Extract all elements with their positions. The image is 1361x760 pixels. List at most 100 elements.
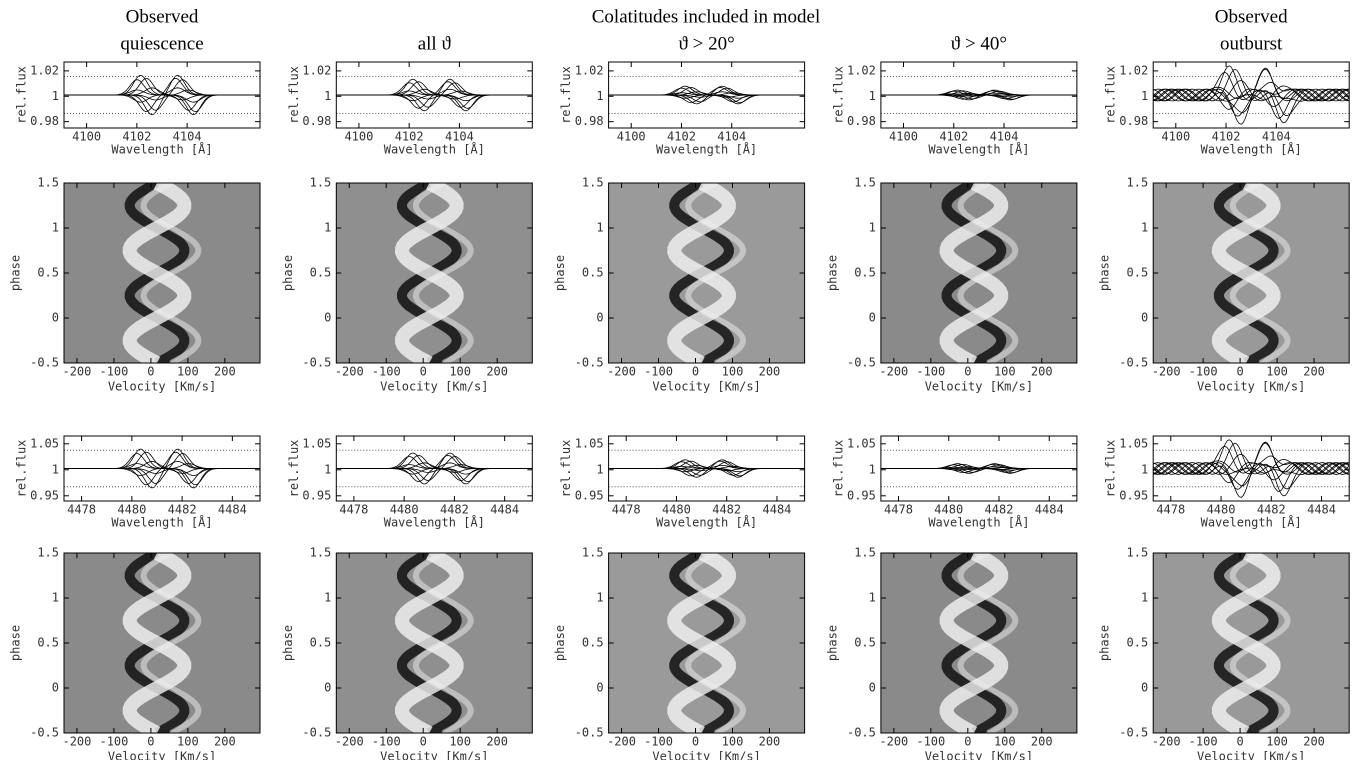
x-tick-label: 200: [759, 735, 781, 749]
y-tick-label: 0: [596, 311, 603, 325]
y-tick-label: 1.5: [1127, 176, 1149, 190]
y-tick-label: 0.95: [30, 488, 59, 502]
x-axis-label: Velocity [Km/s]: [380, 750, 488, 760]
x-tick-label: 100: [994, 735, 1016, 749]
x-tick-label: 4104: [717, 130, 746, 144]
y-axis-label: phase: [281, 625, 295, 661]
y-axis-label: rel.flux: [1104, 66, 1118, 124]
frame: [1152, 435, 1350, 502]
y-tick-label: 0: [869, 311, 876, 325]
x-tick-label: 4478: [612, 503, 641, 517]
panel: -200 -100 0 100 200 -0.5 0 0.5 1 1.5 Velocity [Km/…: [9, 176, 261, 394]
y-tick-label: 0.5: [310, 266, 332, 280]
y-tick-label: 0: [324, 681, 331, 695]
x-tick-label: 0: [692, 735, 699, 749]
x-tick-label: 100: [994, 365, 1016, 379]
panel: 4100 4102 4104 0.98 1 1.02 Wavelength [Å] rel.f…: [831, 61, 1078, 157]
y-tick-label: 1: [596, 462, 603, 476]
y-tick-label: 1.5: [582, 546, 604, 560]
y-tick-label: 1.05: [575, 436, 604, 450]
y-axis-label: rel.flux: [287, 66, 301, 124]
frame: [608, 61, 806, 129]
panel: 4478 4480 4482 4484 0.95 1 1.05 Wavelength [Å] r…: [287, 435, 533, 530]
plot-area: [608, 449, 805, 488]
x-tick-label: -200: [62, 365, 91, 379]
bright-track: [395, 183, 464, 363]
x-tick-label: 4482: [168, 503, 197, 517]
x-axis-label: Wavelength [Å]: [384, 142, 485, 157]
y-tick-label: 1: [1141, 89, 1148, 103]
y-axis-label: phase: [9, 255, 23, 291]
y-tick-label: 0: [596, 681, 603, 695]
bright-track: [685, 183, 746, 363]
x-tick-label: -200: [335, 365, 364, 379]
y-axis-label: rel.flux: [831, 66, 845, 124]
x-axis-label: Velocity [Km/s]: [108, 380, 216, 394]
bright-track: [957, 183, 1019, 363]
y-tick-label: 1.5: [854, 176, 876, 190]
x-tick-label: 4484: [490, 503, 519, 517]
y-tick-label: 1.5: [37, 176, 59, 190]
y-tick-label: 1: [1141, 221, 1148, 235]
plot-area: [880, 76, 1077, 114]
y-tick-label: -0.5: [30, 726, 59, 740]
x-tick-label: -100: [916, 735, 945, 749]
y-tick-label: -0.5: [575, 356, 604, 370]
profile-sketch: [880, 92, 1077, 98]
profile-sketch: [64, 460, 260, 477]
x-tick-label: 0: [147, 365, 154, 379]
y-tick-label: 1.02: [847, 63, 876, 77]
x-tick-label: 0: [420, 365, 427, 379]
bright-track: [413, 553, 474, 733]
y-tick-label: -0.5: [847, 726, 876, 740]
x-tick-label: 100: [177, 735, 199, 749]
frame: [335, 61, 533, 129]
x-tick-label: 4480: [1207, 503, 1236, 517]
frame: [880, 61, 1078, 129]
bright-track: [939, 553, 1009, 733]
panel: -200 -100 0 100 200 -0.5 0 0.5 1 1.5 Velocity [Km/…: [281, 176, 533, 394]
y-tick-label: 1.02: [30, 63, 59, 77]
y-tick-label: 1.05: [1119, 436, 1148, 450]
y-tick-label: 0.5: [582, 266, 604, 280]
y-tick-label: 0.5: [310, 636, 332, 650]
column-title: ϑ > 40°: [951, 33, 1007, 54]
y-axis-label: phase: [9, 625, 23, 661]
x-tick-label: 100: [177, 365, 199, 379]
y-tick-label: 0: [52, 311, 59, 325]
bright-track: [140, 553, 202, 733]
x-tick-label: 200: [214, 735, 236, 749]
x-axis-label: Wavelength [Å]: [928, 515, 1029, 530]
panel: 4100 4102 4104 0.98 1 1.02 Wavelength [Å] rel.f…: [559, 61, 806, 157]
y-tick-label: 0.98: [847, 114, 876, 128]
panel: -200 -100 0 100 200 -0.5 0 0.5 1 1.5 Velocity [Km/…: [281, 546, 533, 760]
x-tick-label: -100: [99, 365, 128, 379]
x-tick-label: -200: [607, 735, 636, 749]
bright-track: [667, 183, 736, 363]
panel: -200 -100 0 100 200 -0.5 0 0.5 1 1.5 Velocity [Km/…: [825, 176, 1078, 394]
x-tick-label: 0: [964, 735, 971, 749]
column-title: ϑ > 20°: [678, 33, 734, 54]
y-axis-label: rel.flux: [831, 440, 845, 498]
y-tick-label: 1.05: [30, 436, 59, 450]
y-tick-label: 0.5: [37, 636, 59, 650]
x-tick-label: 100: [449, 365, 471, 379]
x-tick-label: 4478: [339, 503, 368, 517]
y-tick-label: 1: [1141, 462, 1148, 476]
y-axis-label: phase: [281, 255, 295, 291]
plot-area: [608, 553, 805, 733]
x-tick-label: 200: [1031, 735, 1053, 749]
y-axis-label: rel.flux: [559, 66, 573, 124]
x-tick-label: 4482: [712, 503, 741, 517]
x-tick-label: 4104: [990, 130, 1019, 144]
y-tick-label: 1.5: [582, 176, 604, 190]
plot-area: [608, 183, 805, 363]
y-tick-label: 1: [869, 89, 876, 103]
profile-sketch: [1153, 88, 1350, 110]
panel: -200 -100 0 100 200 -0.5 0 0.5 1 1.5 Velocity [Km/…: [825, 546, 1078, 760]
x-tick-label: 4104: [173, 130, 202, 144]
profile-sketch: [1153, 439, 1350, 497]
x-tick-label: 0: [147, 735, 154, 749]
x-tick-label: 4484: [1307, 503, 1336, 517]
